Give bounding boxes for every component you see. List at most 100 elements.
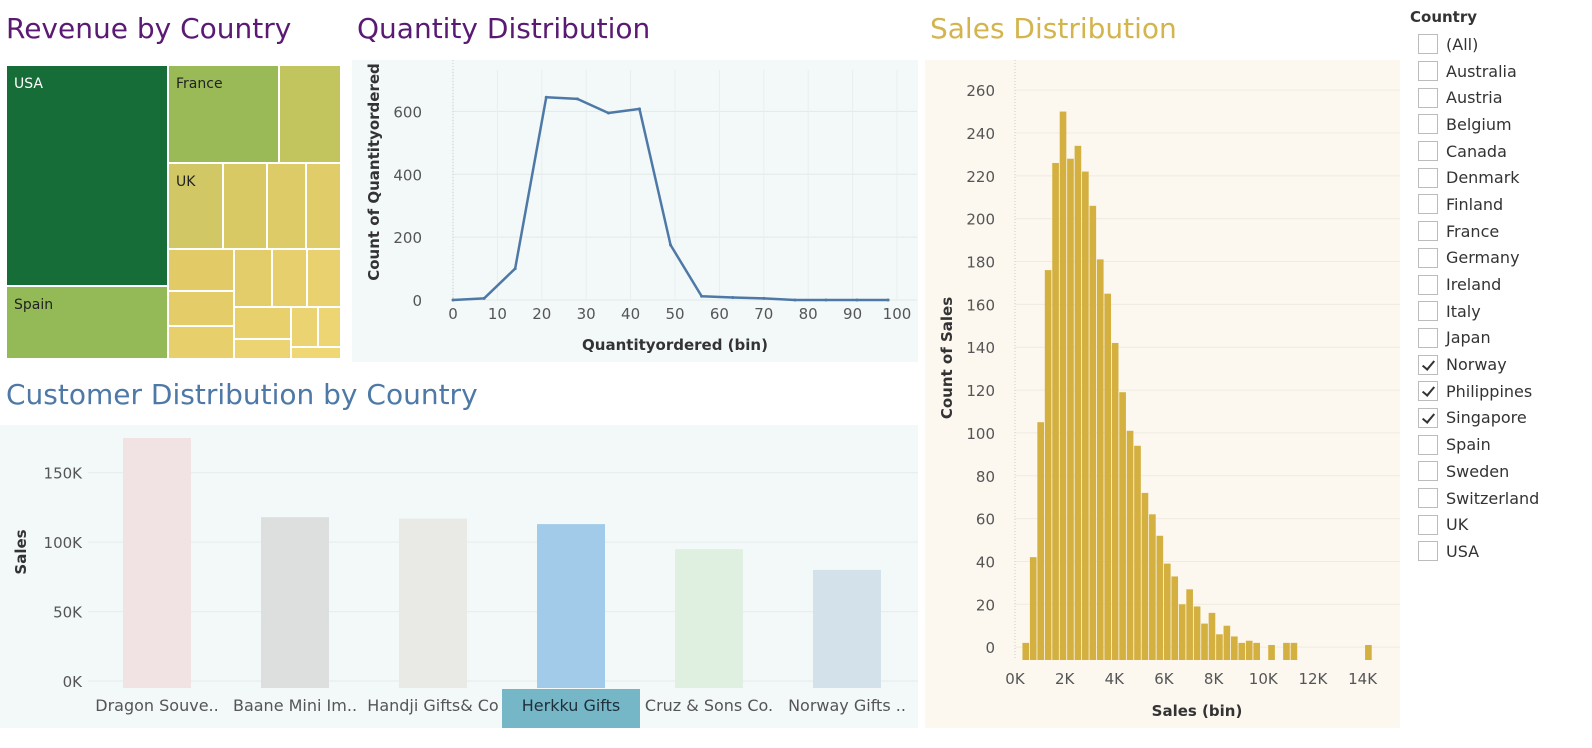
data-point[interactable] (793, 298, 797, 302)
treemap-cell[interactable] (272, 249, 307, 307)
checkbox[interactable] (1418, 434, 1438, 455)
data-point[interactable] (731, 295, 735, 299)
histogram-bar[interactable] (1223, 625, 1231, 660)
histogram-bar[interactable] (1141, 492, 1149, 660)
bar[interactable] (399, 518, 467, 688)
checkbox[interactable] (1418, 301, 1438, 322)
histogram-bar[interactable] (1208, 612, 1216, 660)
x-tick-label[interactable]: Baane Mini Im.. (233, 696, 357, 715)
treemap-cell-spain[interactable]: Spain (6, 286, 168, 359)
bar[interactable] (537, 524, 605, 688)
histogram-bar[interactable] (1216, 634, 1223, 660)
histogram-bar[interactable] (1245, 640, 1253, 660)
checkbox[interactable] (1418, 381, 1438, 402)
x-tick-label[interactable]: Cruz & Sons Co. (645, 696, 773, 715)
treemap-cell-france[interactable]: France (168, 65, 279, 163)
country-filter-item[interactable]: Singapore (1408, 405, 1592, 432)
quantity-line-chart[interactable]: 0 200 400 600 0 10 20 30 40 50 60 70 80 90 100 Quantity… (352, 60, 918, 362)
treemap-cell[interactable] (306, 163, 341, 249)
histogram-bar[interactable] (1119, 392, 1126, 660)
checkbox[interactable] (1418, 354, 1438, 375)
country-filter-item[interactable]: Switzerland (1408, 485, 1592, 512)
treemap-cell[interactable] (168, 291, 234, 326)
checkbox[interactable] (1418, 247, 1438, 268)
data-point[interactable] (855, 298, 859, 302)
histogram-bar[interactable] (1201, 623, 1208, 660)
histogram-bar[interactable] (1067, 158, 1074, 660)
data-point[interactable] (637, 107, 641, 111)
histogram-bar[interactable] (1037, 422, 1044, 660)
checkbox[interactable] (1418, 114, 1438, 135)
country-filter-item[interactable]: Finland (1408, 191, 1592, 218)
country-filter-item[interactable]: USA (1408, 538, 1592, 565)
treemap-cell[interactable] (168, 249, 234, 291)
country-filter-item[interactable]: Belgium (1408, 111, 1592, 138)
country-filter-item[interactable]: Spain (1408, 431, 1592, 458)
checkbox[interactable] (1418, 541, 1438, 562)
data-point[interactable] (513, 267, 517, 271)
country-filter-item[interactable]: Sweden (1408, 458, 1592, 485)
histogram-bar[interactable] (1044, 270, 1052, 660)
histogram-bar[interactable] (1104, 293, 1112, 660)
checkbox[interactable] (1418, 167, 1438, 188)
treemap-cell[interactable] (291, 347, 341, 359)
data-point[interactable] (700, 294, 704, 298)
country-filter-item[interactable]: Japan (1408, 325, 1592, 352)
country-filter-item[interactable]: Norway (1408, 351, 1592, 378)
customer-bar-chart[interactable]: Dragon Souve.. Baane Mini Im.. Handji Gift… (0, 425, 918, 728)
histogram-bar[interactable] (1290, 642, 1298, 660)
histogram-bar[interactable] (1089, 205, 1097, 660)
treemap-cell[interactable] (318, 307, 341, 347)
revenue-treemap[interactable]: USA Spain France UK (6, 65, 341, 359)
country-filter-item[interactable]: Germany (1408, 245, 1592, 272)
histogram-bar[interactable] (1193, 606, 1201, 660)
checkbox[interactable] (1418, 221, 1438, 242)
histogram-bar[interactable] (1365, 645, 1372, 660)
country-filter-item[interactable]: UK (1408, 511, 1592, 538)
data-point[interactable] (575, 97, 579, 101)
histogram-bar[interactable] (1082, 171, 1089, 660)
checkbox[interactable] (1418, 141, 1438, 162)
bar[interactable] (813, 569, 881, 688)
data-point[interactable] (824, 298, 828, 302)
treemap-cell[interactable] (279, 65, 341, 163)
country-filter-item[interactable]: Philippines (1408, 378, 1592, 405)
checkbox[interactable] (1418, 194, 1438, 215)
country-filter-item[interactable]: Austria (1408, 84, 1592, 111)
x-tick-label[interactable]: Norway Gifts .. (788, 696, 906, 715)
histogram-bar[interactable] (1156, 535, 1164, 660)
sales-histogram[interactable]: 0 20 40 60 80 100 120 140 160 180 200 220 240 260 0K 2K… (925, 60, 1400, 728)
histogram-bar[interactable] (1163, 563, 1171, 660)
checkbox[interactable] (1418, 488, 1438, 509)
checkbox[interactable] (1418, 87, 1438, 108)
country-filter-item[interactable]: Canada (1408, 138, 1592, 165)
histogram-bar[interactable] (1283, 642, 1290, 660)
data-point[interactable] (482, 296, 486, 300)
histogram-bar[interactable] (1171, 576, 1179, 660)
histogram-bar[interactable] (1111, 342, 1119, 660)
treemap-cell[interactable] (234, 249, 272, 307)
treemap-cell[interactable] (291, 307, 318, 347)
data-point[interactable] (606, 111, 610, 115)
treemap-cell[interactable] (307, 249, 341, 307)
histogram-bar[interactable] (1126, 430, 1134, 660)
histogram-bar[interactable] (1029, 557, 1037, 660)
histogram-bar[interactable] (1178, 604, 1186, 660)
checkbox[interactable] (1418, 327, 1438, 348)
treemap-cell-usa[interactable]: USA (6, 65, 168, 286)
treemap-cell-uk[interactable]: UK (168, 163, 223, 249)
checkbox[interactable] (1418, 61, 1438, 82)
x-tick-label[interactable]: Herkku Gifts (522, 696, 621, 715)
histogram-bar[interactable] (1268, 645, 1275, 660)
histogram-bar[interactable] (1022, 642, 1030, 660)
histogram-bar[interactable] (1231, 636, 1238, 660)
bar[interactable] (123, 438, 191, 688)
country-filter-item[interactable]: Denmark (1408, 164, 1592, 191)
histogram-bar[interactable] (1059, 111, 1067, 661)
country-filter-item[interactable]: France (1408, 218, 1592, 245)
histogram-bar[interactable] (1074, 145, 1082, 660)
histogram-bar[interactable] (1238, 642, 1246, 660)
data-point[interactable] (762, 296, 766, 300)
treemap-cell[interactable] (234, 339, 291, 359)
histogram-bar[interactable] (1052, 162, 1059, 661)
